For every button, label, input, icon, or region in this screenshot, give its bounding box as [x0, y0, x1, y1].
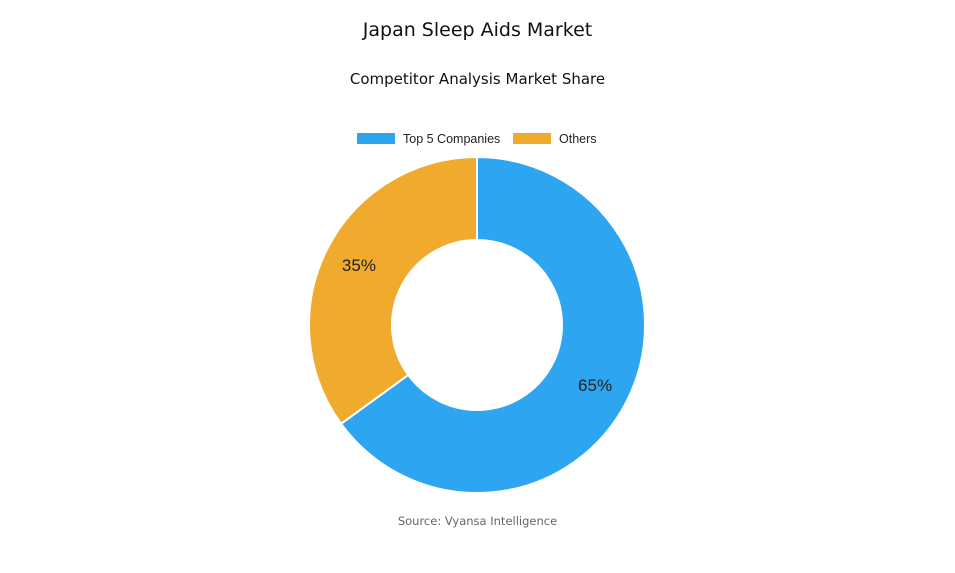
donut-slice[interactable] — [308, 155, 478, 426]
legend-label[interactable]: Others — [559, 132, 597, 146]
legend-swatch[interactable] — [357, 133, 395, 144]
chart-title: Japan Sleep Aids Market — [362, 19, 593, 41]
chart-subtitle: Competitor Analysis Market Share — [349, 70, 606, 88]
source-note: Source: Vyansa Intelligence — [397, 514, 558, 528]
data-label: 65% — [578, 376, 612, 395]
donut-slice[interactable] — [339, 155, 646, 494]
data-label: 35% — [342, 256, 376, 275]
legend-label[interactable]: Top 5 Companies — [403, 132, 500, 146]
legend-swatch[interactable] — [513, 133, 551, 144]
